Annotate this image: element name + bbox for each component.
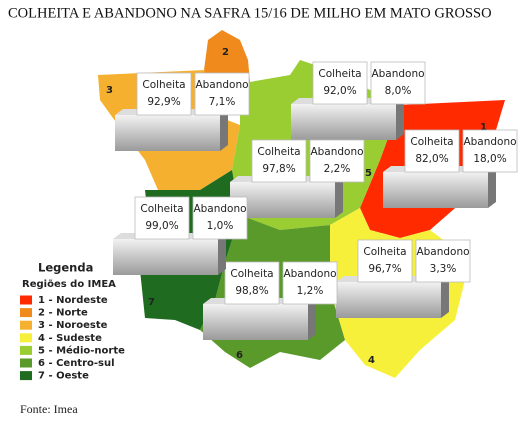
label-title: Abandono <box>371 68 424 80</box>
label-title: Colheita <box>142 79 185 91</box>
legend-label: 6 - Centro-sul <box>38 358 115 369</box>
label-value: 96,7% <box>368 263 401 275</box>
legend-swatch <box>20 345 32 355</box>
label-title: Colheita <box>140 203 183 215</box>
bar <box>203 304 308 340</box>
bar-side <box>335 176 343 218</box>
label-box <box>415 239 471 283</box>
label-value: 82,0% <box>415 153 448 165</box>
bar-side <box>488 166 496 208</box>
label-title: Colheita <box>363 246 406 258</box>
label-value: 97,8% <box>262 163 295 175</box>
bar <box>113 239 218 275</box>
source: Fonte: Imea <box>20 402 78 416</box>
bar <box>291 104 396 140</box>
label-value: 1,2% <box>297 285 324 297</box>
label-box <box>312 61 368 105</box>
region-number: 7 <box>148 297 155 308</box>
label-box <box>136 72 192 116</box>
legend: Legenda Regiões do IMEA 1 - Nordeste 2 - … <box>20 261 125 382</box>
title: COLHEITA E ABANDONO NA SAFRA 15/16 DE MI… <box>8 5 492 21</box>
legend-label: 7 - Oeste <box>38 371 89 382</box>
bar-side <box>220 109 228 151</box>
region-number: 6 <box>236 350 243 361</box>
label-box <box>282 261 338 305</box>
bar <box>115 115 220 151</box>
label-value: 8,0% <box>385 85 412 97</box>
label-value: 3,3% <box>430 263 457 275</box>
callouts: 1 Colheita 82,0% Abandono 18,0% 2 Colheita 92,0… <box>106 47 518 366</box>
label-title: Abandono <box>463 136 516 148</box>
label-box <box>134 196 190 240</box>
bar-side <box>218 233 226 275</box>
label-title: Abandono <box>283 268 336 280</box>
legend-label: 1 - Nordeste <box>38 295 108 306</box>
bar <box>383 172 488 208</box>
label-value: 18,0% <box>473 153 506 165</box>
legend-label: 3 - Noroeste <box>38 320 108 331</box>
label-title: Colheita <box>410 136 453 148</box>
label-value: 2,2% <box>324 163 351 175</box>
region-number: 2 <box>222 47 229 58</box>
label-value: 99,0% <box>145 220 178 232</box>
label-title: Abandono <box>416 246 469 258</box>
label-title: Abandono <box>193 203 246 215</box>
region-number: 3 <box>106 85 113 96</box>
label-box <box>251 139 307 183</box>
legend-subtitle: Regiões do IMEA <box>22 279 116 290</box>
label-box <box>309 139 365 183</box>
label-box <box>192 196 248 240</box>
label-box <box>370 61 426 105</box>
bar <box>336 282 441 318</box>
bar <box>230 182 335 218</box>
bar-side <box>441 276 449 318</box>
label-value: 7,1% <box>209 96 236 108</box>
region-number: 4 <box>368 355 375 366</box>
legend-swatch <box>20 308 32 318</box>
bar-side <box>396 98 404 140</box>
label-title: Abandono <box>195 79 248 91</box>
label-value: 98,8% <box>235 285 268 297</box>
legend-swatch <box>20 295 32 305</box>
label-box <box>224 261 280 305</box>
label-value: 92,9% <box>147 96 180 108</box>
label-title: Colheita <box>257 146 300 158</box>
legend-swatch <box>20 371 32 381</box>
legend-swatch <box>20 320 32 330</box>
legend-label: 4 - Sudeste <box>38 333 102 344</box>
legend-label: 2 - Norte <box>38 308 88 319</box>
label-value: 1,0% <box>207 220 234 232</box>
label-title: Colheita <box>318 68 361 80</box>
region-number: 5 <box>365 168 372 179</box>
label-box <box>462 129 518 173</box>
region-number: 1 <box>480 122 487 133</box>
bar-side <box>308 298 316 340</box>
label-value: 92,0% <box>323 85 356 97</box>
legend-swatch <box>20 358 32 368</box>
legend-title: Legenda <box>38 261 93 275</box>
label-box <box>194 72 250 116</box>
label-title: Abandono <box>310 146 363 158</box>
label-box <box>404 129 460 173</box>
legend-label: 5 - Médio-norte <box>38 344 125 356</box>
label-box <box>357 239 413 283</box>
label-title: Colheita <box>230 268 273 280</box>
legend-swatch <box>20 333 32 343</box>
